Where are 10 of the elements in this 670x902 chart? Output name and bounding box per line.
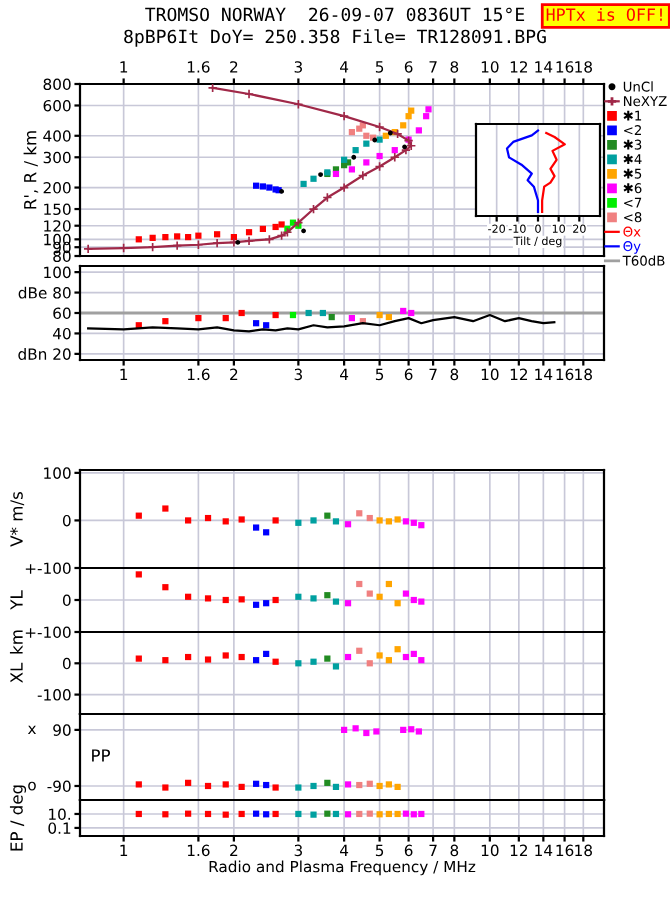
annotation: PP: [92, 749, 111, 762]
y-axis-title: YL: [10, 590, 23, 610]
y-axis-title: R', R / km: [23, 131, 39, 209]
text: HPTx is OFF!: [546, 7, 662, 21]
chart-title: TROMSO NORWAY 26-09-07 0836UT 15°E: [145, 7, 525, 22]
chart-subtitle: 8pBP6It DoY= 250.358 File= TR128091.BPG: [124, 29, 546, 47]
y-axis-title: EP / deg: [9, 785, 27, 851]
y-axis-title: XL: [10, 662, 23, 683]
text: km: [9, 630, 23, 654]
y-axis-title: V* m/s: [10, 492, 25, 547]
